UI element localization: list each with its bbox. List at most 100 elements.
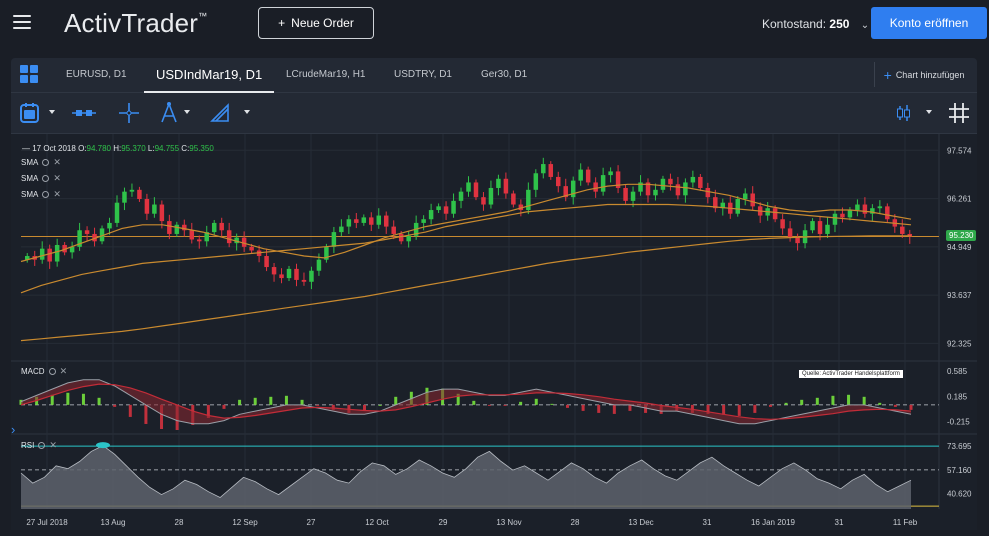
- calendar-dropdown-icon[interactable]: [49, 110, 55, 114]
- settings-icon[interactable]: [42, 175, 50, 182]
- macd-histogram-bar: [238, 399, 242, 405]
- macd-histogram-bar: [316, 404, 320, 406]
- macd-histogram-bar: [550, 403, 554, 405]
- source-note: Quelle: ActivTrader Handelsplattform: [799, 370, 903, 378]
- settings-icon[interactable]: [48, 368, 56, 375]
- candle-body: [720, 202, 726, 209]
- new-order-button[interactable]: + Neue Order: [258, 7, 374, 39]
- tab-usdtry[interactable]: USDTRY, D1: [394, 69, 452, 80]
- candle-body: [39, 248, 45, 260]
- candle-body: [99, 228, 105, 242]
- candle-body: [698, 176, 703, 188]
- macd-histogram-bar: [847, 394, 851, 405]
- candle-body: [152, 204, 157, 214]
- chevron-down-icon: ⌄: [860, 20, 870, 31]
- candle-body: [780, 219, 785, 229]
- settings-icon[interactable]: [42, 191, 50, 198]
- pencil-dropdown-icon[interactable]: [244, 110, 250, 114]
- candle-body: [309, 270, 314, 282]
- chart-toolbar: [11, 93, 977, 134]
- close-icon[interactable]: ✕: [49, 440, 57, 450]
- drawing-compass-icon[interactable]: [158, 101, 180, 125]
- candle-body: [578, 169, 583, 181]
- menu-icon[interactable]: [13, 15, 31, 29]
- candle-body: [548, 164, 554, 177]
- candle-body: [421, 219, 426, 223]
- settings-icon[interactable]: [42, 159, 50, 166]
- macd-histogram-bar: [768, 404, 772, 407]
- candle-body: [675, 184, 681, 196]
- macd-histogram-bar: [128, 404, 132, 417]
- candle-body: [653, 189, 658, 196]
- macd-tick-label: 0.585: [947, 367, 968, 376]
- candle-body: [114, 202, 120, 223]
- candle-body: [660, 178, 666, 190]
- candle-body: [294, 268, 299, 280]
- chart-area[interactable]: 27 Jul 2018 13 Aug 28 12 Sep 27 12 Oct 29 13 No…: [11, 134, 977, 530]
- candle-body: [122, 191, 127, 203]
- macd-histogram-bar: [753, 404, 757, 413]
- macd-histogram-bar: [378, 404, 382, 406]
- close-icon[interactable]: ✕: [53, 173, 61, 183]
- candle-body: [817, 221, 823, 234]
- tab-eurusd[interactable]: EURUSD, D1: [66, 69, 127, 80]
- indicator-dropdown-icon[interactable]: [926, 110, 932, 114]
- candle-body: [623, 187, 628, 201]
- macd-fill: [21, 379, 911, 424]
- pencil-icon[interactable]: [209, 101, 231, 125]
- bar-type-icon[interactable]: [71, 101, 97, 125]
- brand-name: ActivTrader: [64, 8, 199, 38]
- candle-body: [511, 193, 516, 205]
- candle-body: [376, 215, 381, 225]
- add-chart-button[interactable]: + Chart hinzufügen: [874, 62, 973, 87]
- close-icon[interactable]: ✕: [53, 157, 61, 167]
- brand-logo: ActivTrader™: [64, 8, 207, 39]
- candle-body: [62, 244, 67, 253]
- open-account-button[interactable]: Konto eröffnen: [871, 7, 987, 39]
- chevron-right-icon[interactable]: ›: [11, 422, 16, 437]
- candle-body: [174, 224, 180, 234]
- candle-body: [167, 221, 172, 234]
- candle-body: [159, 204, 165, 222]
- sma-label: SMA: [21, 174, 39, 183]
- macd-histogram-bar: [534, 398, 538, 405]
- macd-histogram-bar: [597, 404, 601, 413]
- chart-canvas[interactable]: 27 Jul 2018 13 Aug 28 12 Sep 27 12 Oct 29 13 No…: [11, 134, 977, 530]
- grid-icon[interactable]: [947, 101, 971, 125]
- new-order-label: Neue Order: [291, 16, 354, 30]
- candle-body: [84, 230, 90, 234]
- candle-body: [855, 204, 860, 211]
- calendar-icon[interactable]: [19, 101, 41, 125]
- candle-body: [503, 178, 509, 194]
- candle-body: [630, 191, 636, 201]
- candle-body: [391, 226, 396, 234]
- rsi-line: [20, 445, 912, 498]
- close-icon[interactable]: ✕: [53, 189, 61, 199]
- candle-body: [900, 226, 905, 234]
- tab-lcrudemar19[interactable]: LCrudeMar19, H1: [286, 69, 366, 80]
- candle-body: [690, 176, 696, 183]
- chart-tabs: EURUSD, D1 USDIndMar19, D1 LCrudeMar19, …: [11, 58, 977, 93]
- macd-histogram-bar: [737, 404, 741, 416]
- account-balance-dropdown[interactable]: Kontostand: 250 ⌄: [762, 17, 869, 31]
- candle-body: [271, 267, 277, 275]
- tab-ger30[interactable]: Ger30, D1: [481, 69, 528, 80]
- price-tick-label: 92.325: [947, 339, 972, 348]
- indicator-icon[interactable]: [895, 101, 913, 125]
- close-icon[interactable]: ✕: [59, 366, 68, 376]
- macd-histogram-bar: [97, 397, 101, 405]
- settings-icon[interactable]: [38, 442, 46, 449]
- tab-usdindmar19[interactable]: USDIndMar19, D1: [143, 58, 275, 93]
- price-tick-label: 97.574: [947, 146, 972, 155]
- crosshair-icon[interactable]: [117, 101, 141, 125]
- macd-histogram-bar: [706, 404, 710, 414]
- candle-body: [264, 256, 269, 268]
- indicator-sma-2: SMA ✕: [21, 173, 61, 184]
- macd-histogram-bar: [862, 396, 866, 405]
- candle-body: [189, 230, 195, 240]
- drawing-dropdown-icon[interactable]: [184, 110, 190, 114]
- ohlc-high: 95.370: [121, 144, 146, 153]
- layout-grid-icon[interactable]: [20, 65, 38, 83]
- candle-body: [488, 187, 494, 205]
- candle-body: [840, 213, 845, 218]
